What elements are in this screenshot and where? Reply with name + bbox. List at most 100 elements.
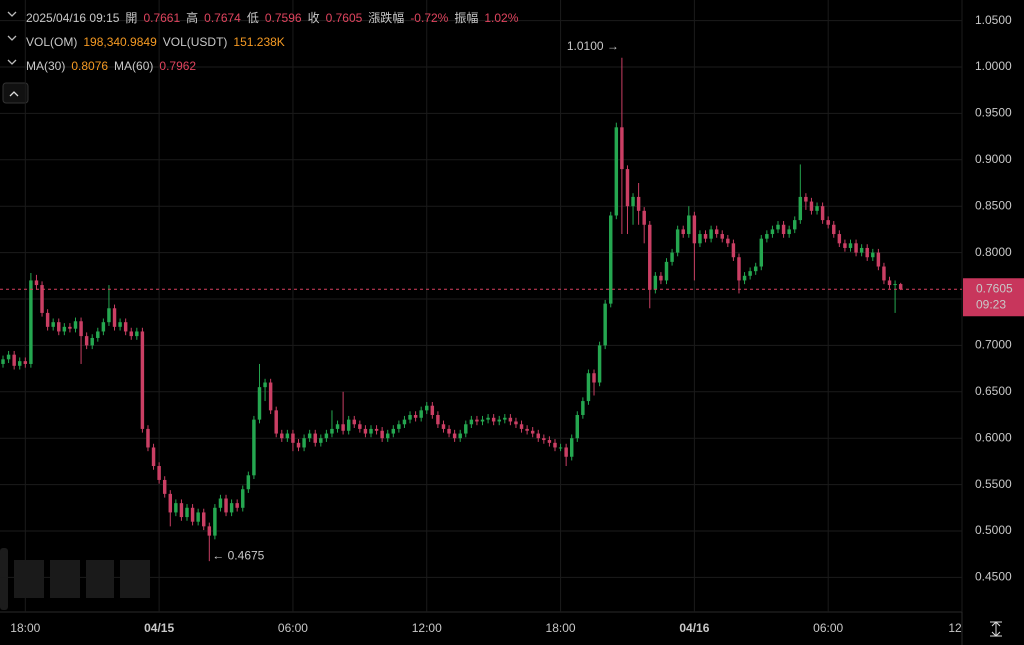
candle-body	[419, 410, 423, 418]
datetime: 2025/04/16 09:15	[26, 11, 120, 25]
candle-body	[871, 252, 875, 258]
candle-body	[859, 247, 864, 253]
candle-body	[642, 210, 646, 225]
candle-body	[319, 438, 323, 443]
candle-body	[681, 229, 685, 235]
candle-body	[480, 419, 485, 422]
field-label: 高	[186, 11, 199, 25]
scale-icon[interactable]	[990, 621, 1002, 637]
candle-body	[185, 507, 189, 518]
candle-body	[57, 322, 61, 332]
last-price-label: 0.7605	[976, 281, 1013, 295]
candle-body	[335, 424, 340, 429]
candle-body	[592, 373, 596, 383]
candle-body	[832, 224, 836, 235]
candle-body	[246, 475, 251, 490]
field-value: 0.8076	[71, 59, 109, 73]
candle-body	[469, 419, 474, 425]
candle-body	[18, 361, 22, 366]
candle-body	[709, 229, 713, 239]
candle-body	[296, 442, 301, 448]
candle-body	[330, 428, 334, 434]
field-label: MA(30)	[26, 59, 66, 73]
candle-body	[12, 354, 16, 366]
x-tick-label: 06:00	[813, 621, 843, 635]
candle-body	[687, 215, 691, 235]
candle-body	[820, 206, 825, 221]
field-label: 振幅	[454, 11, 479, 25]
candle-body	[369, 428, 373, 434]
candle-body	[542, 438, 546, 441]
candle-body	[530, 430, 535, 434]
candle-body	[882, 266, 886, 281]
candle-body	[519, 424, 524, 429]
candle-body	[397, 424, 401, 429]
candle-body	[581, 401, 585, 415]
field-label: 收	[307, 11, 320, 25]
candle-body	[112, 308, 117, 327]
watermark	[14, 560, 150, 598]
candle-body	[425, 405, 429, 411]
candle-body	[430, 405, 435, 415]
x-tick-label: 18:00	[10, 621, 40, 635]
candle-body	[391, 428, 396, 434]
candle-body	[101, 322, 106, 332]
candle-body	[798, 196, 803, 221]
candle-body	[96, 331, 100, 338]
candle-body	[452, 433, 457, 439]
y-tick-label: 0.8500	[975, 198, 1012, 212]
candle-body	[659, 275, 663, 281]
candle-body	[363, 428, 368, 434]
candle-body	[726, 238, 730, 244]
candle-body	[675, 229, 680, 253]
field-label: 漲跌幅	[368, 11, 405, 25]
candle-body	[475, 419, 479, 422]
y-tick-label: 0.5000	[975, 523, 1012, 537]
candle-body	[151, 447, 156, 467]
chevron-icons	[7, 11, 17, 65]
candle-body	[737, 257, 741, 281]
candle-body	[302, 438, 306, 448]
candle-body	[79, 321, 83, 337]
candle-body	[720, 234, 724, 239]
field-label: MA(60)	[114, 59, 154, 73]
y-tick-label: 1.0500	[975, 13, 1012, 27]
candle-body	[218, 498, 223, 508]
candle-body	[280, 433, 284, 439]
candle-body	[40, 285, 44, 313]
candle-body	[324, 433, 329, 439]
last-time-label: 09:23	[976, 297, 1006, 311]
candle-body	[731, 243, 736, 258]
candle-body	[765, 234, 769, 239]
candle-body	[848, 243, 853, 248]
candle-body	[263, 382, 267, 388]
candle-body	[887, 280, 892, 286]
candle-body	[714, 229, 719, 235]
candle-body	[781, 224, 786, 235]
field-value: -0.72%	[410, 11, 449, 25]
side-tab[interactable]	[0, 548, 8, 610]
x-tick-label: 12:00	[412, 621, 442, 635]
candle-body	[413, 414, 418, 418]
candle-body	[6, 354, 11, 360]
x-tick-label: 12	[948, 621, 962, 635]
candle-body	[62, 326, 67, 332]
candle-body	[698, 234, 702, 244]
candle-body	[631, 196, 635, 207]
candle-body	[464, 424, 468, 434]
candle-body	[703, 234, 708, 239]
candle-body	[90, 337, 94, 346]
candle-body	[837, 234, 842, 244]
candle-body	[241, 489, 245, 508]
candle-body	[575, 414, 580, 439]
candle-body	[620, 127, 624, 170]
candle-body	[408, 414, 412, 420]
candle-body	[653, 275, 658, 290]
candle-body	[770, 229, 775, 235]
candle-body	[603, 303, 607, 346]
candle-body	[140, 331, 145, 429]
candle-body	[742, 275, 747, 281]
y-tick-label: 0.6500	[975, 384, 1012, 398]
candle-body	[129, 331, 133, 337]
